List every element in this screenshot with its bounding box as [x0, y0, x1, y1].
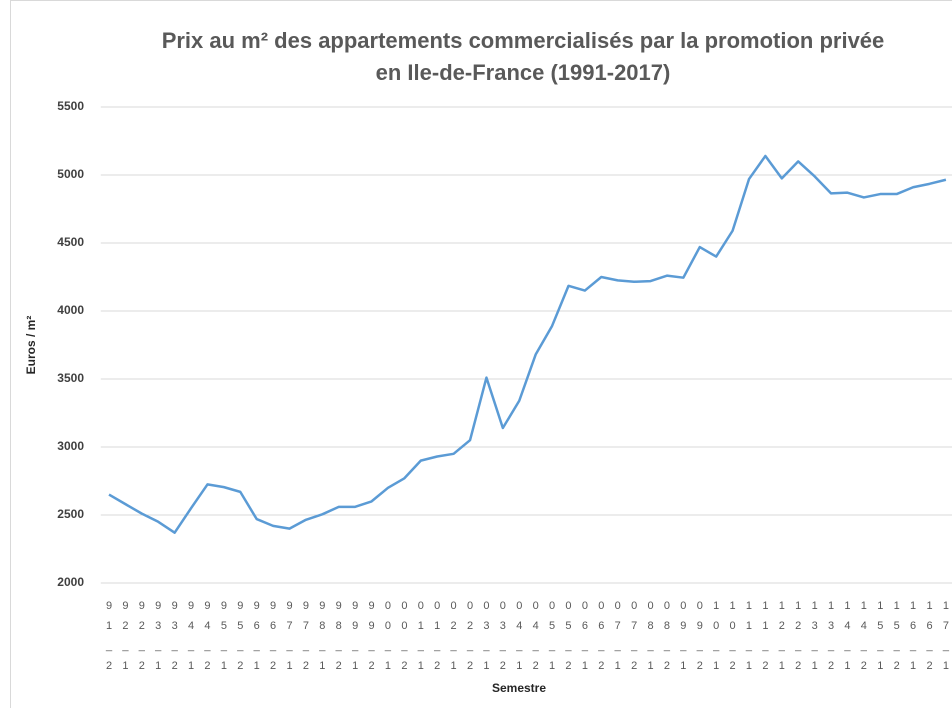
- x-tick-label: 07_1: [614, 600, 621, 672]
- x-tick-label: 06_1: [581, 600, 588, 672]
- x-tick-label: 06_2: [598, 600, 605, 672]
- x-tick-label: 17_1: [942, 600, 949, 672]
- x-tick-label: 01_2: [434, 600, 441, 672]
- x-tick-label: 10_1: [713, 600, 720, 672]
- x-tick-label: 97_2: [302, 600, 309, 672]
- chart-border: [10, 0, 952, 708]
- x-tick-label: 94_1: [187, 600, 195, 672]
- x-tick-label: 09_2: [696, 600, 703, 672]
- x-tick-label: 91_2: [105, 600, 113, 672]
- x-tick-label: 07_2: [631, 600, 638, 672]
- x-tick-label: 00_2: [401, 600, 408, 672]
- x-tick-label: 08_1: [647, 600, 654, 672]
- x-tick-label: 13_1: [811, 600, 818, 672]
- x-tick-label: 12_1: [778, 600, 785, 672]
- x-tick-label: 02_2: [466, 600, 474, 672]
- y-tick-label: 4000: [57, 303, 84, 317]
- x-tick-label: 04_1: [516, 600, 523, 672]
- y-tick-label: 3000: [57, 439, 84, 453]
- y-tick-label: 5500: [57, 99, 84, 113]
- x-tick-label: 12_2: [795, 600, 802, 672]
- x-tick-label: 00_1: [384, 600, 392, 672]
- x-tick-label: 08_2: [663, 600, 670, 672]
- chart-title: en Ile-de-France (1991-2017): [376, 60, 671, 85]
- x-tick-label: 96_2: [270, 600, 277, 672]
- x-tick-label: 14_1: [844, 600, 851, 672]
- x-tick-label: 09_1: [680, 600, 687, 672]
- x-tick-label: 93_1: [155, 600, 162, 672]
- y-axis-label: Euros / m²: [24, 316, 38, 375]
- x-tick-label: 95_1: [220, 600, 227, 672]
- x-tick-label: 99_2: [368, 600, 375, 672]
- x-tick-label: 05_1: [549, 600, 556, 672]
- y-tick-label: 5000: [57, 167, 84, 181]
- y-tick-label: 2500: [57, 507, 84, 521]
- x-tick-label: 15_1: [877, 600, 884, 672]
- x-tick-label: 02_1: [450, 600, 457, 672]
- x-tick-label: 11_1: [745, 600, 753, 672]
- x-tick-label: 95_2: [237, 600, 244, 672]
- x-tick-label: 92_1: [122, 600, 129, 672]
- x-tick-label: 97_1: [286, 600, 293, 672]
- x-tick-label: 13_2: [827, 600, 835, 672]
- x-tick-label: 98_2: [335, 600, 342, 672]
- chart-title: Prix au m² des appartements commercialis…: [162, 28, 885, 53]
- x-tick-label: 11_2: [762, 600, 769, 672]
- x-tick-label: 10_2: [729, 600, 736, 672]
- y-tick-label: 2000: [57, 575, 84, 589]
- x-tick-label: 14_2: [860, 600, 867, 672]
- x-tick-label: 98_1: [319, 600, 326, 672]
- x-tick-label: 96_1: [253, 600, 260, 672]
- data-line: [108, 154, 947, 534]
- y-tick-label: 3500: [57, 371, 84, 385]
- x-axis-label: Semestre: [492, 681, 546, 695]
- x-tick-label: 03_1: [483, 600, 490, 672]
- x-tick-label: 15_2: [893, 600, 900, 672]
- x-tick-label: 93_2: [171, 600, 178, 672]
- x-tick-label: 04_2: [532, 600, 539, 672]
- x-tick-label: 03_2: [499, 600, 506, 672]
- x-tick-label: 01_1: [417, 600, 424, 672]
- x-tick-label: 99_1: [352, 600, 359, 672]
- x-tick-label: 16_2: [926, 600, 933, 672]
- y-tick-label: 4500: [57, 235, 84, 249]
- x-tick-label: 05_2: [565, 600, 572, 672]
- x-tick-label: 16_1: [910, 600, 917, 672]
- x-tick-label: 94_2: [204, 600, 211, 672]
- x-tick-label: 92_2: [138, 600, 145, 672]
